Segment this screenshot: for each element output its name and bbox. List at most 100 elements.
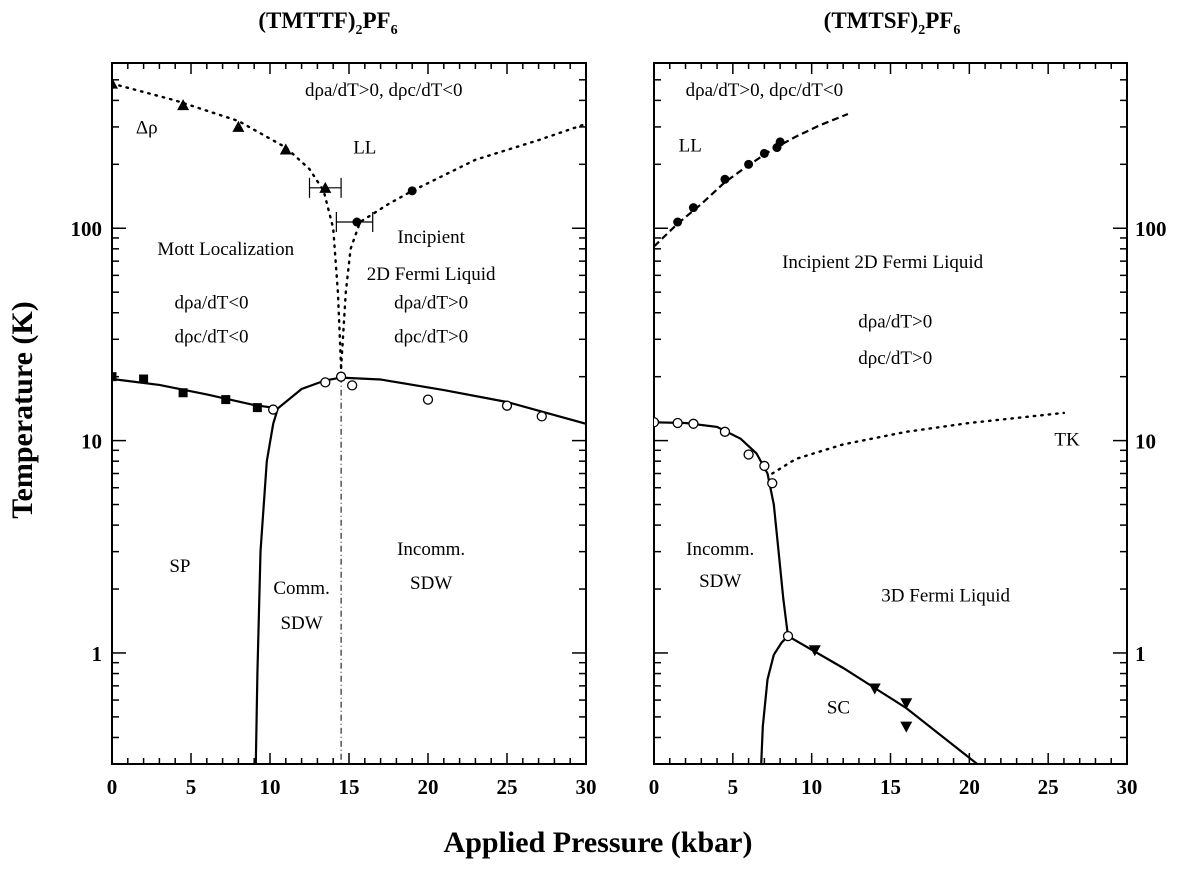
data-point-circle-open [335,371,347,382]
y-tick-label: 100 [1135,217,1167,241]
crossover-dotted-line [339,122,586,370]
right-panel-tmtsf: 0 5 10 15 20 25 30 1 10 100 dρa/dT>0, dρc/dT<0 LL In… [649,62,1167,799]
data-point-circle-filled [352,217,362,227]
region-annotation: dρa/dT>0, dρc/dT<0 [686,80,844,101]
data-point-circle-open [743,449,754,460]
region-annotation: LL [679,135,702,156]
x-tick-label: 25 [497,775,518,799]
region-annotation: dρa/dT<0 [175,292,249,313]
phase-boundary-line [112,376,586,425]
region-annotation: SDW [699,571,741,592]
plot-frame [111,62,587,765]
x-tick-label: 20 [959,775,980,799]
data-point-square [112,372,117,382]
region-annotation: dρc/dT<0 [175,326,249,347]
phase-boundary-line [254,407,279,764]
data-point-circle-open [268,404,279,415]
data-point-circle-filled [775,137,785,147]
region-annotation: dρc/dT>0 [394,326,468,347]
data-point-circle-open [536,411,547,422]
data-point-circle-open [767,478,778,489]
data-point-triangle [279,143,292,155]
region-annotation: Incipient [397,227,465,248]
data-point-triangle [112,77,118,89]
x-tick-label: 15 [339,775,360,799]
region-annotation: Comm. [273,578,329,599]
region-annotation: dρa/dT>0 [858,312,932,333]
data-point-circle-filled [720,174,730,184]
data-point-triangle [177,99,190,111]
data-point-circle-filled [688,203,698,213]
x-tick-label: 30 [1117,775,1138,799]
phase-boundary-line [760,635,789,764]
data-point-circle-open [672,417,683,429]
data-point-circle-open [347,380,358,391]
region-annotation: dρc/dT>0 [858,348,932,369]
region-annotation: dρa/dT>0, dρc/dT<0 [305,80,463,101]
x-tick-label: 0 [107,775,118,799]
data-point-triangle [232,120,245,132]
phase-boundary-line [787,635,978,764]
data-point-circle-open [759,460,770,472]
data-point-triangle-down [808,645,821,657]
data-point-circle-filled [744,159,754,169]
x-tick-label: 0 [649,775,660,799]
crossover-dashed-line [654,112,849,248]
data-point-circle-open [320,377,331,388]
y-axis-label: Temperature (K) [6,301,39,518]
right-panel-title: (TMTSF)2PF6 [824,8,961,38]
plot-area [654,112,1066,764]
data-point-square [221,395,231,405]
x-tick-label: 5 [728,775,739,799]
x-tick-label: 10 [801,775,822,799]
y-tick-label: 10 [1135,430,1156,454]
x-tick-label: 30 [576,775,597,799]
data-point-circle-open [782,630,794,642]
data-point-circle-filled [673,217,683,227]
plot-area [112,77,586,764]
crossover-dotted-line [771,411,1066,475]
x-tick-label: 25 [1038,775,1059,799]
data-point-square [252,403,262,413]
region-annotation: SDW [280,613,322,634]
data-point-circle-open [422,394,434,405]
region-annotation: SC [827,697,850,718]
crossover-dotted-line [112,82,343,370]
x-tick-label: 15 [880,775,901,799]
data-point-circle-filled [407,186,417,196]
region-annotation: 3D Fermi Liquid [881,585,1010,606]
data-point-square [178,388,188,398]
data-point-circle-filled [759,148,769,158]
data-point-circle-open [719,426,731,437]
region-annotation: Δρ [136,117,158,138]
region-annotation: LL [353,137,376,158]
data-point-triangle-down [900,721,913,733]
region-annotation: SP [169,556,190,577]
left-panel-title: (TMTTF)2PF6 [258,8,397,38]
left-panel-tmttf: 0 5 10 15 20 25 30 1 10 100 dρa/dT>0, dρc/dT<0 LL Δρ… [71,62,597,799]
region-annotation: TK [1054,429,1080,450]
x-tick-label: 10 [260,775,281,799]
data-point-triangle-down [900,698,913,710]
region-annotation: dρa/dT>0 [394,292,468,313]
data-point-triangle [319,181,332,193]
data-point-circle-open [688,418,699,429]
x-axis-label: Applied Pressure (kbar) [444,826,753,859]
region-annotation: SDW [410,573,452,594]
phase-boundary-line [654,421,790,637]
region-annotation: Mott Localization [157,239,294,260]
x-tick-label: 5 [186,775,197,799]
region-annotation: 2D Fermi Liquid [367,264,496,285]
data-point-circle-open [654,417,660,428]
region-annotation: Incomm. [686,539,754,560]
y-tick-label: 1 [92,642,103,666]
y-tick-label: 10 [81,430,102,454]
region-annotation: Incipient 2D Fermi Liquid [782,252,984,273]
y-tick-label: 1 [1135,642,1146,666]
data-point-square [139,374,149,384]
x-tick-label: 20 [418,775,439,799]
region-annotation: Incomm. [397,539,465,560]
data-point-circle-open [501,400,513,411]
y-tick-label: 100 [71,217,103,241]
